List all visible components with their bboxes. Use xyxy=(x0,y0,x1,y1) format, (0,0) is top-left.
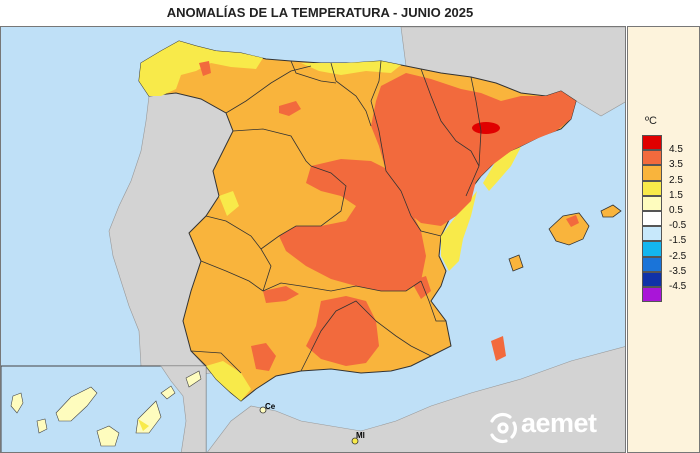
anomaly-zone-galicia-hot xyxy=(199,61,211,76)
ceuta-marker xyxy=(259,406,267,414)
inset-africa-coast xyxy=(160,365,207,452)
anomaly-zone-max xyxy=(472,122,500,134)
legend: ºC 4.5 3.5 2.5 1.5 0.5 -0.5 -1.5 -2.5 -3.5 -4.5 xyxy=(627,26,700,453)
map-title: ANOMALÍAS DE LA TEMPERATURA - JUNIO 2025 xyxy=(166,5,474,20)
balearic-islands xyxy=(508,204,622,272)
legend-tick-label: 2.5 xyxy=(669,174,683,186)
anomaly-zone-huelva xyxy=(206,361,251,401)
legend-tick-label: 3.5 xyxy=(669,159,683,171)
anomaly-map: Ce Ml aemet xyxy=(0,26,626,453)
north-africa-land xyxy=(207,346,625,452)
aemet-logo-icon xyxy=(490,412,517,444)
legend-tick-label: 1.5 xyxy=(669,189,683,201)
melilla-label: Ml xyxy=(356,431,365,440)
legend-swatch xyxy=(642,271,662,287)
anomaly-zone-jaen xyxy=(263,286,299,303)
legend-tick-label: -2.5 xyxy=(669,250,687,262)
anomaly-zone-central xyxy=(279,159,426,291)
anomaly-zone-valencia xyxy=(441,191,477,271)
region-borders xyxy=(190,60,482,374)
anomaly-zone-andalusia xyxy=(306,296,379,366)
legend-tick-label: -4.5 xyxy=(669,281,687,292)
anomaly-zone-seville xyxy=(251,343,276,371)
legend-unit: ºC xyxy=(645,115,657,127)
legend-tick-label: -1.5 xyxy=(669,235,687,247)
legend-tick-label: 4.5 xyxy=(669,144,683,156)
legend-swatch xyxy=(642,180,662,196)
aemet-logo-text: aemet xyxy=(521,408,597,438)
anomaly-zone-leon xyxy=(279,101,301,116)
legend-swatch xyxy=(642,256,662,272)
legend-swatch xyxy=(642,211,662,227)
anomaly-zone-west xyxy=(219,191,239,216)
map-canvas: Ce Ml xyxy=(1,27,625,452)
anomaly-zone-catalonia-coast xyxy=(483,147,521,191)
canary-islands xyxy=(10,370,202,447)
legend-tick-label: -0.5 xyxy=(669,220,687,232)
melilla-marker xyxy=(351,437,359,445)
legend-swatch xyxy=(642,150,662,166)
canary-warm-patch xyxy=(138,419,149,431)
legend-swatch xyxy=(642,195,662,211)
anomaly-zone-galicia xyxy=(139,41,263,96)
legend-tick-label: 0.5 xyxy=(669,205,683,216)
legend-swatch xyxy=(642,287,662,303)
ceuta-label: Ce xyxy=(265,402,276,411)
legend-swatch xyxy=(642,135,662,151)
anomaly-zone-cantabric xyxy=(301,61,401,75)
anomaly-zone-ebro xyxy=(371,73,576,226)
anomaly-zone-granada xyxy=(491,336,506,361)
aemet-logo: aemet xyxy=(486,408,621,445)
legend-tick-label: -3.5 xyxy=(669,265,687,277)
legend-swatch xyxy=(642,241,662,257)
legend-swatch xyxy=(642,226,662,242)
legend-swatch xyxy=(642,165,662,181)
